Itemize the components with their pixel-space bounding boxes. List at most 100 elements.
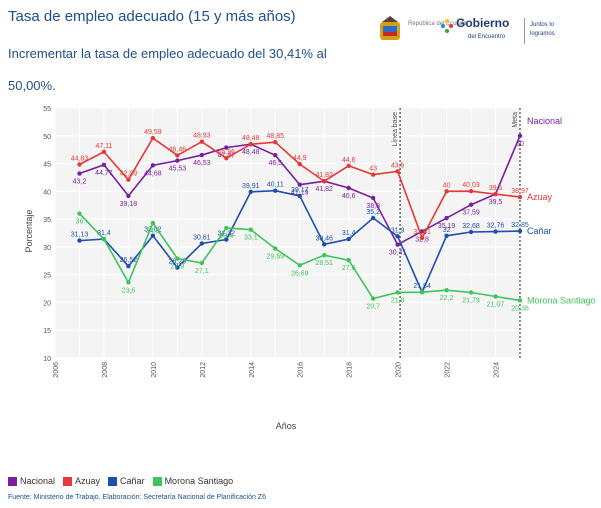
- data-label-1: 46,46: [169, 146, 187, 153]
- data-label-2: 21,84: [413, 283, 431, 290]
- data-point-3: [419, 290, 425, 295]
- data-label-0: 35,19: [438, 223, 456, 230]
- data-point-2: [150, 233, 156, 238]
- y-tick-label: 50: [43, 134, 51, 141]
- data-label-0: 30,41: [389, 250, 407, 257]
- data-label-3: 28,51: [315, 260, 333, 267]
- data-label-1: 39,5: [489, 185, 503, 192]
- data-point-1: [248, 142, 253, 147]
- data-point-3: [297, 263, 302, 268]
- data-label-2: 32,02: [144, 227, 162, 234]
- data-point-1: [419, 235, 425, 241]
- series-end-label-2: Cañar: [527, 226, 552, 236]
- gobierno-logo-subtext: del Encuentro: [468, 34, 506, 40]
- data-label-0: 41,82: [315, 186, 333, 193]
- data-point-3: [517, 298, 523, 303]
- data-label-1: 47,11: [95, 143, 112, 150]
- data-label-3: 34,3: [146, 228, 160, 235]
- data-point-3: [150, 220, 156, 226]
- y-tick-label: 40: [43, 189, 51, 196]
- legend-label-nacional: Nacional: [20, 476, 56, 486]
- data-point-1: [346, 163, 351, 168]
- data-point-1: [444, 189, 449, 194]
- y-tick-label: 55: [43, 106, 51, 113]
- data-label-0: 40,6: [342, 193, 356, 200]
- data-label-1: 43: [369, 166, 377, 173]
- data-label-2: 31,32: [218, 231, 236, 238]
- data-label-1: 38,97: [511, 188, 529, 195]
- data-point-0: [273, 153, 278, 158]
- data-point-2: [370, 215, 376, 221]
- series-end-label-0: Nacional: [527, 116, 562, 126]
- x-tick-label: 2014: [249, 362, 256, 378]
- data-label-0: 48,48: [242, 149, 260, 156]
- data-point-1: [468, 188, 474, 194]
- data-point-2: [224, 237, 229, 242]
- employment-line-chart: 10 15 20 25 30 35 40 45 50 55 2006 2008 2010 2012 2014…: [24, 106, 596, 431]
- data-point-2: [322, 242, 327, 247]
- data-point-2: [175, 265, 180, 270]
- data-label-3: 21,07: [487, 302, 505, 309]
- data-label-0: 46,5: [268, 160, 282, 167]
- data-label-0: 41,19: [291, 190, 309, 197]
- data-label-0: 46,53: [193, 160, 211, 167]
- annotation-label: Línea base: [392, 112, 399, 147]
- series-end-label-3: Morona Santiago: [527, 295, 596, 305]
- data-label-3: 20,36: [511, 305, 529, 312]
- data-label-2: 32,68: [462, 223, 480, 230]
- data-point-2: [395, 234, 400, 239]
- data-label-2: 35,2: [366, 209, 380, 216]
- data-label-3: 36: [76, 219, 84, 226]
- data-point-0: [199, 152, 205, 158]
- data-label-2: 31,9: [391, 227, 405, 234]
- data-label-0: 43,2: [73, 179, 87, 186]
- y-tick-label: 10: [43, 356, 51, 363]
- data-point-2: [126, 264, 131, 269]
- data-point-3: [493, 294, 498, 299]
- data-label-0: 39,5: [489, 199, 503, 206]
- data-point-1: [322, 179, 327, 184]
- data-label-2: 30,46: [315, 235, 333, 242]
- data-label-3: 21,79: [462, 298, 480, 305]
- data-point-0: [224, 145, 229, 150]
- data-label-1: 41,82: [315, 172, 333, 179]
- legend-swatch-azuay: [63, 476, 73, 486]
- legend-item-nacional: Nacional: [8, 476, 55, 486]
- ecuador-seal-icon: [380, 16, 400, 40]
- x-tick-label: 2010: [151, 362, 158, 378]
- y-tick-label: 20: [43, 300, 51, 307]
- data-label-3: 27,9: [171, 264, 185, 271]
- data-label-3: 27,6: [342, 265, 356, 272]
- data-point-1: [126, 177, 131, 182]
- data-point-2: [444, 233, 449, 238]
- x-axis-title: Años: [276, 421, 297, 431]
- data-label-1: 31,61: [413, 229, 431, 236]
- data-label-2: 39,91: [242, 183, 260, 190]
- y-axis-title: Porcentaje: [24, 209, 34, 252]
- data-point-1: [370, 172, 376, 177]
- data-point-1: [101, 149, 107, 155]
- data-label-2: 30,61: [193, 235, 211, 242]
- data-point-0: [346, 185, 351, 191]
- legend-swatch-morona: [152, 476, 162, 486]
- data-point-2: [248, 189, 253, 195]
- plot-background: [55, 108, 520, 358]
- data-label-2: 40,11: [267, 182, 284, 189]
- data-label-0: 44,77: [95, 170, 113, 177]
- data-label-2: 32,85: [511, 222, 529, 229]
- data-label-1: 49,59: [144, 129, 162, 136]
- y-tick-label: 25: [43, 273, 51, 280]
- data-label-2: 39,17: [291, 187, 309, 194]
- legend-label-morona: Morona Santiago: [164, 476, 234, 486]
- y-tick-label: 45: [43, 162, 51, 169]
- x-tick-label: 2006: [53, 362, 60, 378]
- x-tick-label: 2012: [200, 362, 207, 378]
- data-point-0: [77, 171, 82, 176]
- legend-label-azuay: Azuay: [75, 476, 101, 486]
- data-point-0: [150, 163, 156, 168]
- data-label-1: 48,85: [266, 133, 284, 140]
- data-point-3: [101, 236, 107, 242]
- data-point-3: [444, 288, 449, 293]
- data-label-1: 44,6: [342, 157, 356, 164]
- data-label-0: 37,59: [462, 210, 480, 217]
